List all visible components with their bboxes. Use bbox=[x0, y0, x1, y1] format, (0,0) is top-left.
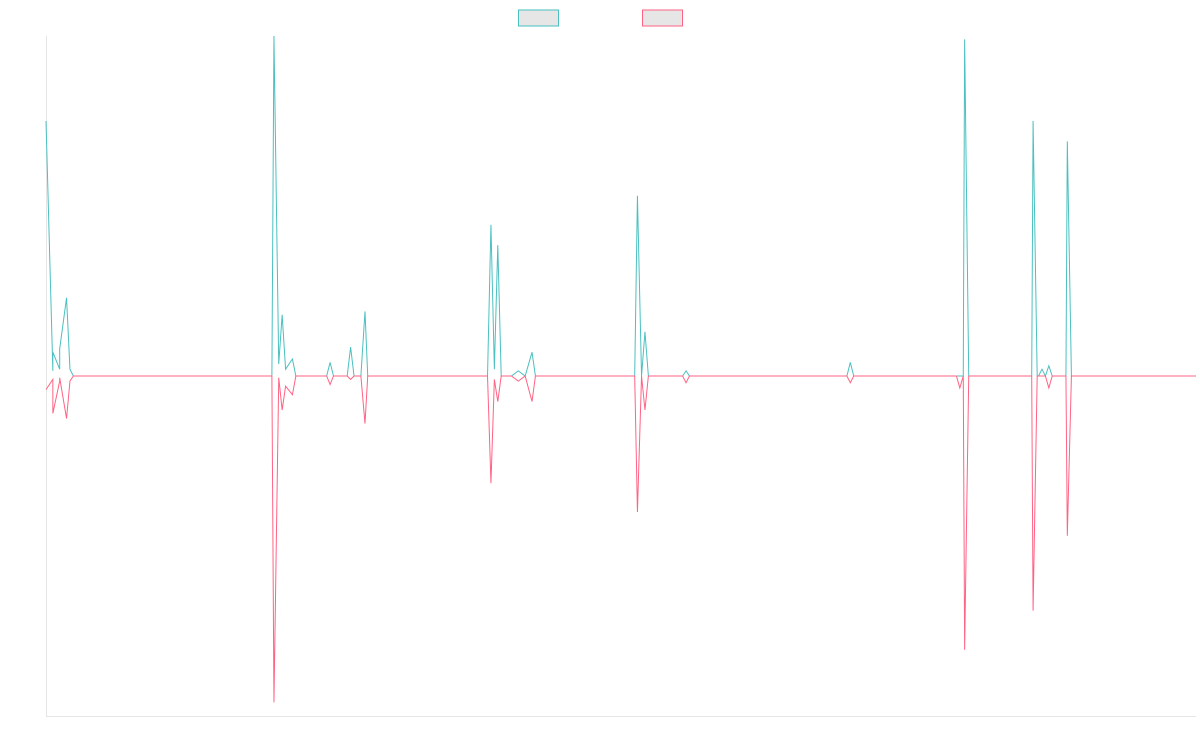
legend[interactable] bbox=[518, 9, 683, 27]
series-line-2 bbox=[45, 375, 1196, 703]
legend-item-1[interactable] bbox=[518, 9, 559, 27]
legend-swatch-1[interactable] bbox=[518, 9, 559, 27]
series-line-1 bbox=[45, 35, 1196, 378]
series-layer bbox=[45, 35, 1196, 703]
legend-swatch-2[interactable] bbox=[642, 9, 683, 27]
legend-item-2[interactable] bbox=[642, 9, 683, 27]
